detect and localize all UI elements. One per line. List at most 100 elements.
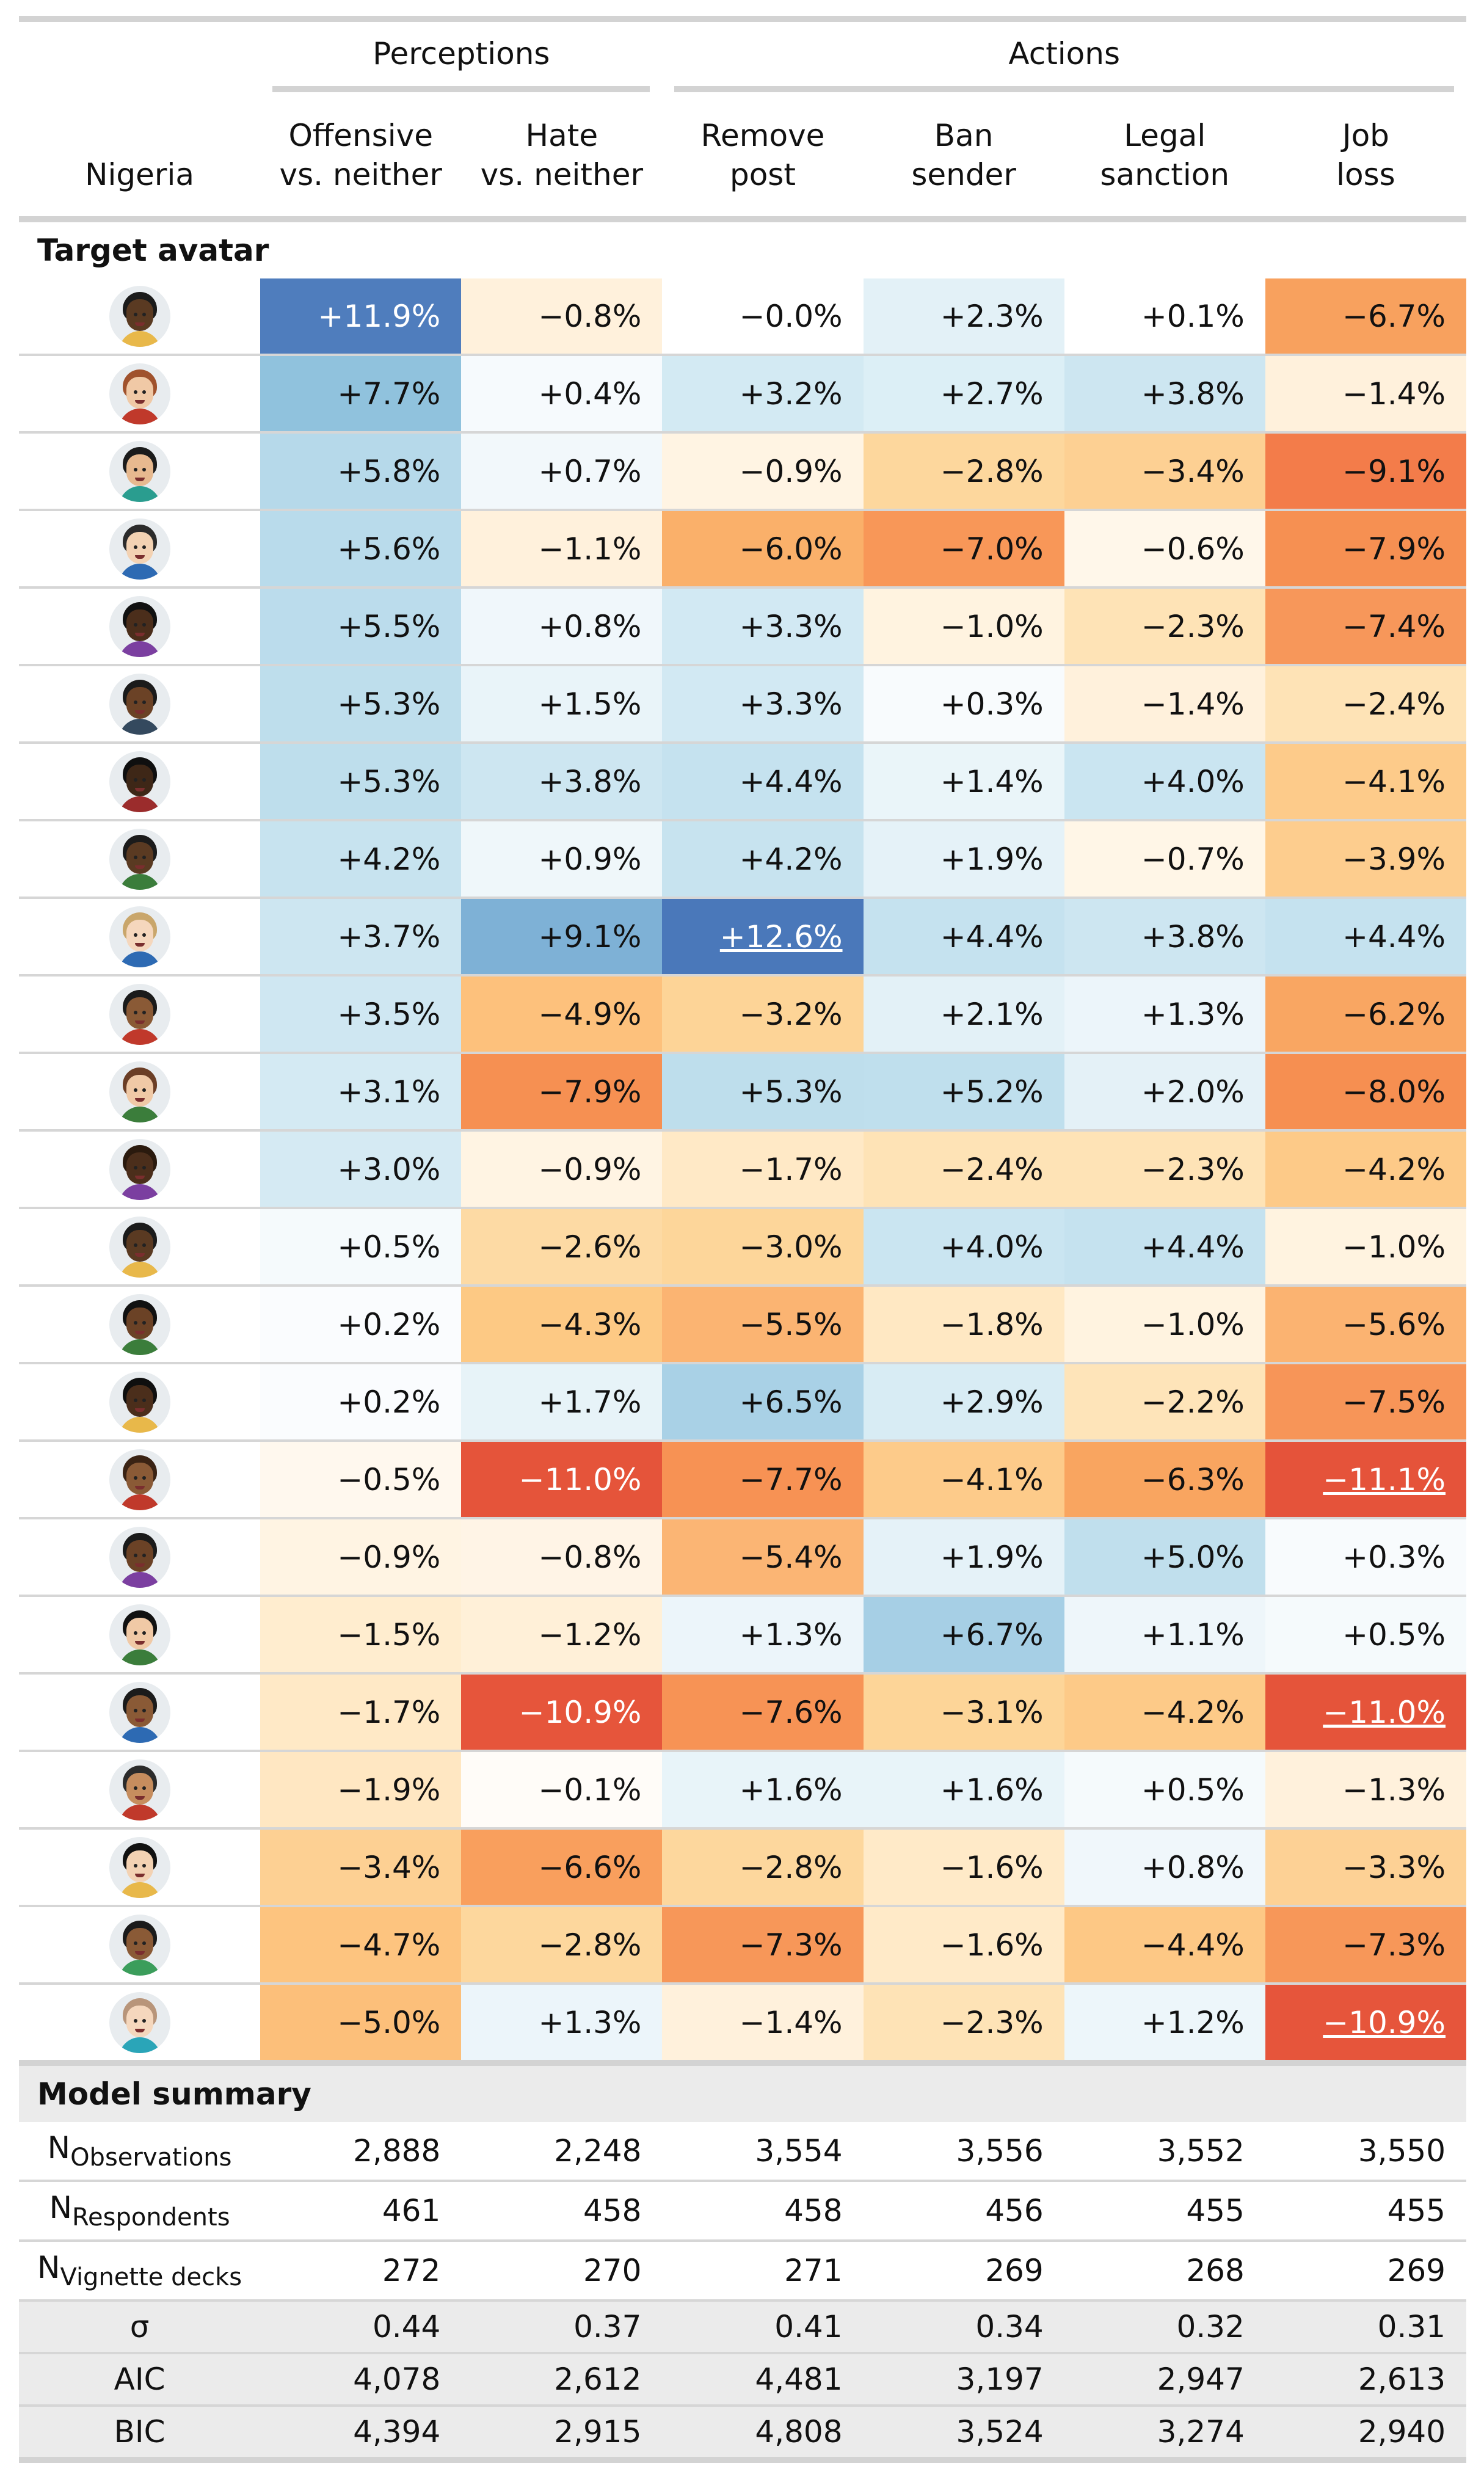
cell-hate: −0.1% bbox=[461, 1751, 663, 1830]
cell-hate: −0.8% bbox=[461, 278, 663, 356]
table-row: +11.9% −0.8% −0.0% +2.3% +0.1% −6.7% bbox=[19, 278, 1466, 356]
cell-remove-post: −5.5% bbox=[662, 1286, 864, 1364]
cell-job-loss: +0.3% bbox=[1265, 1518, 1466, 1597]
col-header-job-loss: Job loss bbox=[1265, 94, 1466, 222]
cell-ban-sender: +4.0% bbox=[863, 1208, 1064, 1287]
cell-offensive: −0.9% bbox=[260, 1518, 462, 1597]
summary-label: AIC bbox=[19, 2353, 261, 2407]
cell-value: −4.2% bbox=[1342, 1151, 1446, 1187]
cell-job-loss: −9.1% bbox=[1265, 432, 1466, 511]
summary-label-main: N bbox=[49, 2190, 72, 2225]
cell-value: +0.3% bbox=[940, 686, 1044, 722]
cell-job-loss: −10.9% bbox=[1265, 1984, 1466, 2064]
cell-value: +5.0% bbox=[1141, 1539, 1245, 1575]
cell-remove-post: −7.6% bbox=[662, 1673, 864, 1752]
summary-label-main: BIC bbox=[114, 2414, 165, 2450]
cell-value: −10.9% bbox=[518, 1694, 642, 1730]
cell-offensive: +3.1% bbox=[260, 1053, 462, 1132]
cell-value: +0.2% bbox=[337, 1306, 441, 1342]
cell-offensive: +7.7% bbox=[260, 355, 462, 434]
table-row: +5.6% −1.1% −6.0% −7.0% −0.6% −7.9% bbox=[19, 510, 1466, 589]
avatar-icon bbox=[109, 1836, 170, 1898]
cell-hate: +0.8% bbox=[461, 587, 663, 666]
cell-hate: −7.9% bbox=[461, 1053, 663, 1132]
cell-value: +6.5% bbox=[739, 1384, 843, 1420]
summary-value-remove-post: 4,808 bbox=[662, 2406, 864, 2461]
avatar-cell bbox=[19, 1673, 261, 1752]
cell-value: −6.7% bbox=[1342, 298, 1446, 334]
table-row: +0.2% −4.3% −5.5% −1.8% −1.0% −5.6% bbox=[19, 1286, 1466, 1364]
cell-legal-sanction: −0.6% bbox=[1064, 510, 1265, 589]
summary-value-ban-sender: 3,524 bbox=[863, 2406, 1064, 2461]
cell-value: −9.1% bbox=[1342, 453, 1446, 489]
cell-value: +0.7% bbox=[538, 453, 642, 489]
cell-value: −1.3% bbox=[1342, 1772, 1446, 1808]
cell-legal-sanction: +1.1% bbox=[1064, 1596, 1265, 1675]
cell-value: +0.5% bbox=[337, 1229, 441, 1265]
cell-job-loss: −1.3% bbox=[1265, 1751, 1466, 1830]
avatar-cell bbox=[19, 665, 261, 744]
cell-value: +5.6% bbox=[337, 531, 441, 567]
cell-value: −2.3% bbox=[1141, 1151, 1245, 1187]
cell-value: +1.6% bbox=[739, 1772, 843, 1808]
summary-value-remove-post: 458 bbox=[662, 2181, 864, 2242]
summary-label: NObservations bbox=[19, 2122, 261, 2182]
cell-value: +4.2% bbox=[739, 841, 843, 877]
cell-remove-post: −5.4% bbox=[662, 1518, 864, 1597]
summary-value-offensive: 4,078 bbox=[260, 2353, 462, 2407]
cell-value: −2.8% bbox=[739, 1849, 843, 1885]
cell-value: +4.4% bbox=[739, 763, 843, 799]
cell-legal-sanction: +5.0% bbox=[1064, 1518, 1265, 1597]
cell-offensive: −3.4% bbox=[260, 1828, 462, 1907]
cell-legal-sanction: −2.3% bbox=[1064, 587, 1265, 666]
cell-hate: −2.8% bbox=[461, 1906, 663, 1985]
cell-remove-post: −7.3% bbox=[662, 1906, 864, 1985]
cell-value: +0.1% bbox=[1141, 298, 1245, 334]
cell-offensive: +11.9% bbox=[260, 278, 462, 356]
cell-value: −2.2% bbox=[1141, 1384, 1245, 1420]
table-row: −5.0% +1.3% −1.4% −2.3% +1.2% −10.9% bbox=[19, 1984, 1466, 2064]
cell-offensive: +5.3% bbox=[260, 743, 462, 821]
cell-value: +3.8% bbox=[1141, 918, 1245, 955]
cell-value: +1.6% bbox=[940, 1772, 1044, 1808]
cell-value: −8.0% bbox=[1342, 1074, 1446, 1110]
cell-value: −3.2% bbox=[739, 996, 843, 1032]
summary-value-legal-sanction: 268 bbox=[1064, 2241, 1265, 2302]
summary-row: BIC 4,394 2,915 4,808 3,524 3,274 2,940 bbox=[19, 2406, 1466, 2461]
cell-value: +0.4% bbox=[538, 376, 642, 412]
cell-value: +0.3% bbox=[1342, 1539, 1446, 1575]
table-row: +3.5% −4.9% −3.2% +2.1% +1.3% −6.2% bbox=[19, 975, 1466, 1054]
cell-legal-sanction: −4.4% bbox=[1064, 1906, 1265, 1985]
cell-value: −1.1% bbox=[538, 531, 642, 567]
avatar-icon bbox=[109, 906, 170, 967]
cell-ban-sender: −1.6% bbox=[863, 1828, 1064, 1907]
col-header-remove-post: Remove post bbox=[662, 94, 864, 222]
summary-value-job-loss: 3,550 bbox=[1265, 2122, 1466, 2182]
cell-ban-sender: +1.9% bbox=[863, 1518, 1064, 1597]
table-row: +3.0% −0.9% −1.7% −2.4% −2.3% −4.2% bbox=[19, 1130, 1466, 1209]
cell-legal-sanction: −2.3% bbox=[1064, 1130, 1265, 1209]
cell-remove-post: +4.2% bbox=[662, 820, 864, 899]
cell-legal-sanction: −3.4% bbox=[1064, 432, 1265, 511]
avatar-cell bbox=[19, 1984, 261, 2064]
cell-value: +0.8% bbox=[538, 608, 642, 644]
cell-value: −2.4% bbox=[1342, 686, 1446, 722]
summary-value-job-loss: 269 bbox=[1265, 2241, 1466, 2302]
cell-remove-post: −1.7% bbox=[662, 1130, 864, 1209]
table-row: +5.3% +1.5% +3.3% +0.3% −1.4% −2.4% bbox=[19, 665, 1466, 744]
avatar-icon bbox=[109, 440, 170, 502]
summary-label: NRespondents bbox=[19, 2181, 261, 2242]
cell-value: −4.7% bbox=[337, 1927, 441, 1963]
summary-label-sub: Observations bbox=[70, 2144, 232, 2172]
cell-ban-sender: +2.7% bbox=[863, 355, 1064, 434]
avatar-icon bbox=[109, 363, 170, 424]
cell-remove-post: −3.2% bbox=[662, 975, 864, 1054]
avatar-cell bbox=[19, 587, 261, 666]
cell-hate: −0.9% bbox=[461, 1130, 663, 1209]
cell-value: −11.1% bbox=[1323, 1461, 1446, 1497]
cell-value: −5.0% bbox=[337, 2004, 441, 2040]
summary-value-offensive: 461 bbox=[260, 2181, 462, 2242]
cell-legal-sanction: +1.3% bbox=[1064, 975, 1265, 1054]
table-row: +3.7% +9.1% +12.6% +4.4% +3.8% +4.4% bbox=[19, 898, 1466, 977]
avatar-cell bbox=[19, 510, 261, 589]
